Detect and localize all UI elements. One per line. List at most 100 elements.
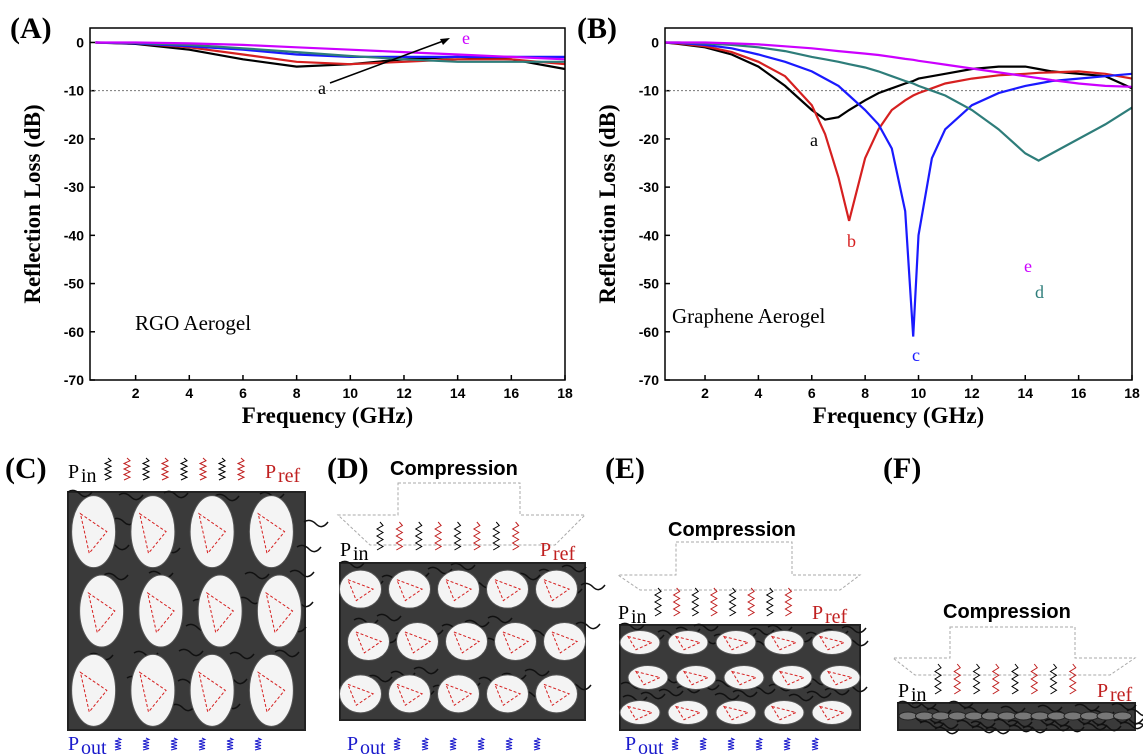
reflection-path [543, 578, 571, 602]
reflection-path [198, 671, 227, 714]
series-label: a [810, 130, 818, 150]
sheet [714, 692, 740, 701]
wave [492, 521, 501, 551]
sheet [911, 701, 937, 710]
sheet [274, 649, 300, 658]
pore [138, 574, 184, 648]
pore [437, 674, 480, 714]
sheet [806, 690, 832, 699]
reflection-path [722, 635, 750, 651]
sheet [296, 544, 322, 553]
wave [376, 521, 384, 551]
y-tick-label: 0 [651, 34, 659, 50]
y-tick-label: -30 [64, 179, 84, 195]
x-tick-label: 10 [343, 385, 359, 401]
wave [1049, 663, 1058, 695]
pore [71, 653, 117, 727]
wave [953, 663, 962, 695]
pore [715, 700, 757, 725]
pore [79, 574, 125, 648]
pore [675, 665, 717, 690]
wave [784, 587, 793, 617]
wave [236, 457, 246, 481]
pore [997, 711, 1017, 721]
pore [1080, 711, 1099, 721]
panel-label: (A) [10, 12, 52, 45]
series-line [95, 41, 566, 71]
wave [934, 663, 942, 695]
pore [486, 569, 529, 609]
wave [783, 737, 792, 751]
reflection-path [494, 578, 522, 602]
reflection-path [543, 683, 571, 706]
series-line [665, 41, 1133, 88]
pore [763, 630, 805, 655]
sheet [619, 622, 645, 631]
sheet [1044, 718, 1070, 727]
arrow [329, 39, 447, 84]
x-axis-title: Frequency (GHz) [242, 403, 413, 428]
compression-arrow [891, 626, 1137, 676]
sheet [303, 519, 329, 528]
wave [672, 587, 681, 617]
x-tick-label: 8 [293, 385, 301, 401]
pore [339, 569, 382, 609]
sheet [561, 564, 587, 573]
reflection-path [265, 591, 294, 634]
wave [991, 663, 1000, 695]
power-symbol: P [1097, 680, 1108, 702]
sheet [524, 668, 550, 677]
wave [505, 737, 514, 751]
pore [1063, 711, 1083, 721]
pore [339, 674, 382, 714]
compression-label: Compression [943, 601, 1071, 623]
wave [699, 737, 708, 751]
x-tick-label: 18 [1124, 385, 1140, 401]
plot-frame [664, 27, 1133, 381]
series-label: e [462, 28, 470, 48]
x-tick-label: 18 [557, 385, 573, 401]
reflection-path [347, 683, 375, 706]
x-tick-label: 14 [1017, 385, 1033, 401]
wave [142, 737, 151, 751]
x-tick-label: 4 [755, 385, 763, 401]
y-tick-label: -50 [64, 276, 84, 292]
plot-frame [89, 27, 566, 381]
pore [771, 665, 813, 690]
wave [765, 587, 774, 617]
wave [671, 737, 680, 751]
sheet [67, 489, 93, 498]
sheet [229, 651, 255, 660]
reflection-path [818, 705, 846, 721]
wave [434, 521, 443, 551]
sheet [841, 625, 867, 634]
pore [256, 574, 302, 648]
x-tick-label: 2 [701, 385, 709, 401]
wave [1011, 663, 1019, 695]
series-line [664, 41, 1133, 121]
sheet [214, 493, 240, 502]
reflection-path [770, 635, 798, 651]
y-tick-label: -50 [639, 276, 659, 292]
power-symbol: P [618, 602, 629, 624]
y-axis-title: Reflection Loss (dB) [20, 104, 45, 303]
sheet [732, 689, 758, 698]
pore [543, 622, 586, 661]
annotation: RGO Aerogel [135, 311, 251, 335]
y-tick-label: -10 [64, 83, 84, 99]
sheet [788, 693, 814, 702]
compression-arrow [336, 482, 587, 546]
sheet [824, 687, 850, 696]
pore [915, 711, 934, 721]
wave [728, 587, 737, 617]
sheet [450, 562, 476, 571]
x-tick-label: 8 [861, 385, 869, 401]
wave [160, 457, 170, 481]
pore [189, 653, 235, 727]
wave [393, 737, 402, 751]
reflection-path [79, 512, 108, 555]
y-tick-label: -20 [64, 131, 84, 147]
reflection-path [674, 635, 702, 651]
series-line [664, 41, 1133, 337]
sheet [970, 720, 996, 729]
